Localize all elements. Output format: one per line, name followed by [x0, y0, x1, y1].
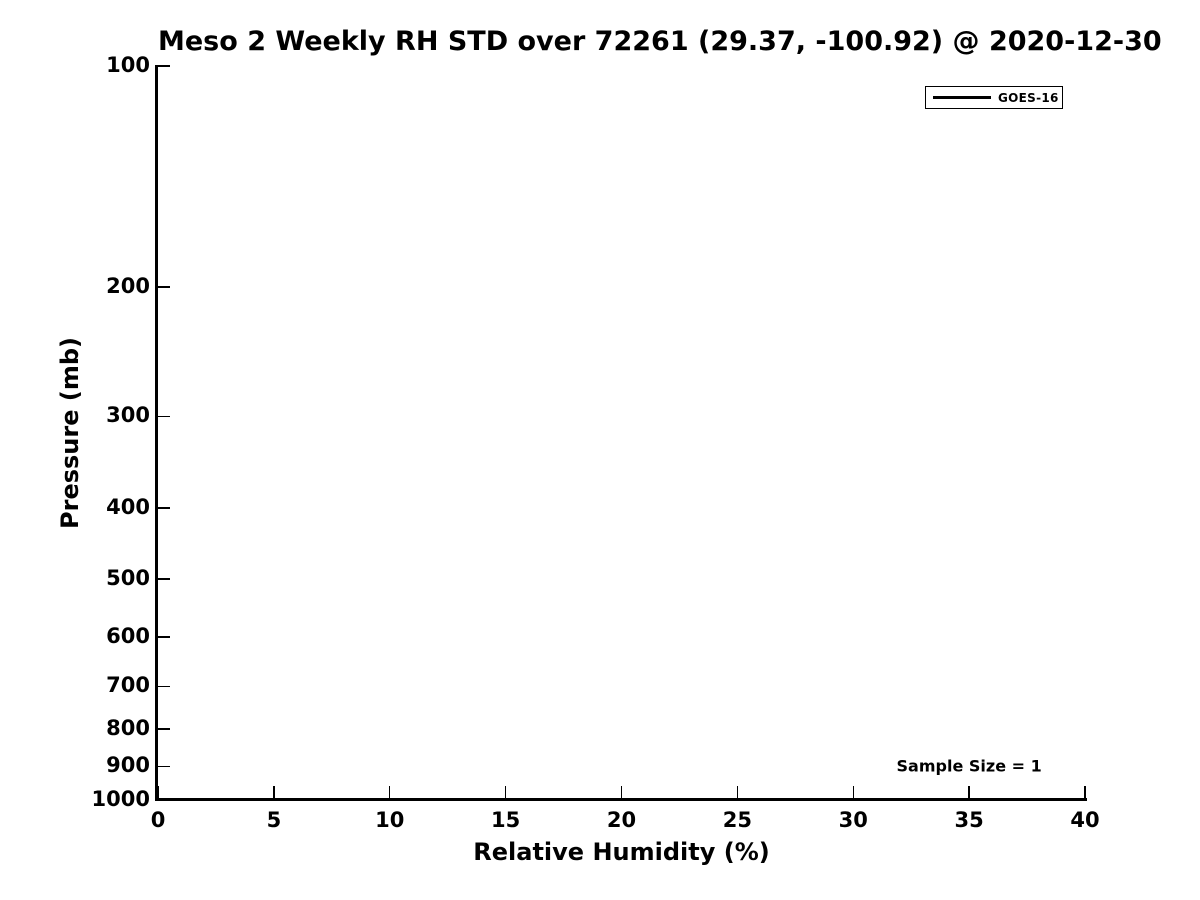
y-tick-label: 300 [106, 403, 150, 428]
x-tick-label: 20 [606, 808, 637, 832]
y-tick-label: 800 [106, 715, 150, 740]
y-tick-label: 1000 [91, 787, 150, 811]
x-tick-mark [736, 786, 739, 798]
x-axis-spine [155, 798, 1087, 801]
x-tick-label: 35 [954, 808, 984, 832]
x-axis-label: Relative Humidity (%) [473, 838, 770, 866]
y-tick-mark [158, 728, 170, 730]
chart-title: Meso 2 Weekly RH STD over 72261 (29.37, … [158, 26, 1162, 57]
x-tick-label: 10 [375, 808, 405, 832]
y-tick-label: 600 [106, 624, 150, 649]
x-tick-mark [852, 786, 854, 798]
y-tick-mark [158, 578, 170, 580]
y-axis-spine [155, 65, 158, 801]
legend: GOES-16 [925, 86, 1063, 109]
y-tick-mark [158, 765, 170, 768]
y-tick-label: 200 [106, 273, 150, 298]
y-tick-mark [158, 415, 170, 417]
x-tick-mark [1084, 786, 1086, 798]
y-tick-mark [158, 636, 170, 638]
y-tick-mark [158, 799, 170, 801]
y-tick-mark [158, 507, 170, 509]
y-tick-label: 100 [106, 53, 150, 77]
x-tick-label: 15 [491, 808, 521, 832]
y-tick-label: 400 [106, 494, 150, 519]
y-tick-label: 900 [106, 753, 150, 778]
legend-entry-label: GOES-16 [998, 90, 1059, 105]
x-tick-mark [157, 786, 159, 798]
y-tick-mark [158, 65, 170, 67]
y-tick-mark [158, 286, 170, 288]
legend-line-swatch [933, 96, 991, 99]
sample-size-annotation: Sample Size = 1 [896, 756, 1042, 776]
x-tick-mark [273, 786, 275, 798]
x-tick-label: 5 [266, 808, 282, 832]
x-tick-label: 30 [838, 808, 868, 832]
y-tick-mark [158, 685, 170, 687]
y-tick-label: 700 [106, 673, 150, 698]
x-tick-label: 25 [722, 808, 752, 832]
x-tick-mark [504, 786, 507, 798]
x-tick-mark [620, 786, 623, 798]
x-tick-mark [968, 786, 970, 798]
x-tick-mark [389, 786, 391, 798]
y-tick-label: 500 [106, 566, 150, 591]
x-tick-label: 0 [150, 808, 166, 832]
x-tick-label: 40 [1070, 808, 1100, 832]
